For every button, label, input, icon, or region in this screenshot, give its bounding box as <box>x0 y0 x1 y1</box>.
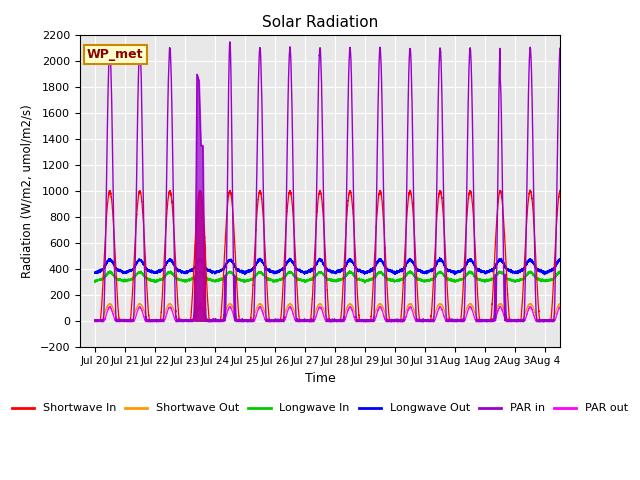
X-axis label: Time: Time <box>305 372 335 385</box>
Text: WP_met: WP_met <box>87 48 143 61</box>
Legend: Shortwave In, Shortwave Out, Longwave In, Longwave Out, PAR in, PAR out: Shortwave In, Shortwave Out, Longwave In… <box>7 399 633 418</box>
Y-axis label: Radiation (W/m2, umol/m2/s): Radiation (W/m2, umol/m2/s) <box>21 104 34 278</box>
Title: Solar Radiation: Solar Radiation <box>262 15 378 30</box>
